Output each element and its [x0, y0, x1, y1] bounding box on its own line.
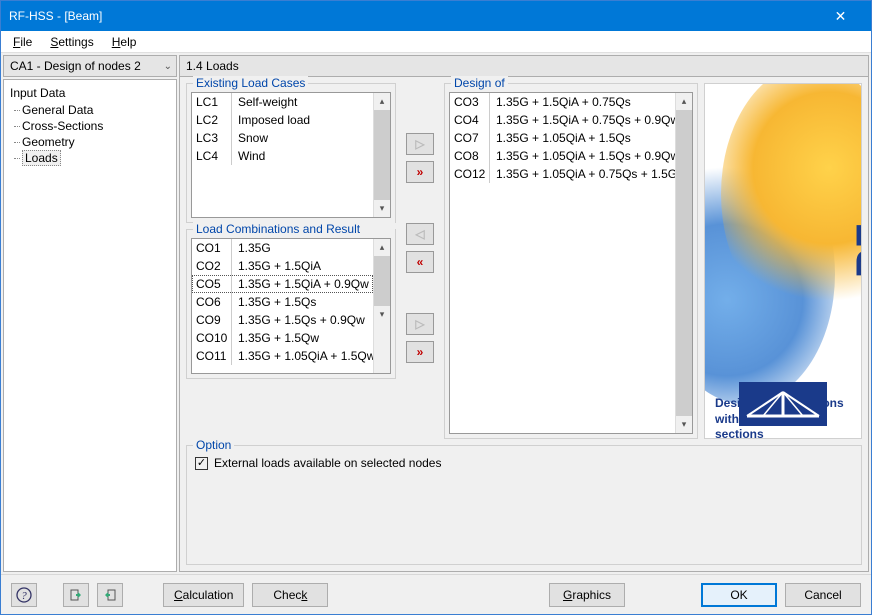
move-all-left-button[interactable]: « [406, 251, 434, 273]
move-right-button[interactable]: ▷ [406, 133, 434, 155]
scroll-up-icon[interactable]: ▴ [374, 239, 390, 256]
list-row[interactable]: CO111.35G + 1.05QiA + 1.5Qw [192, 347, 373, 365]
prev-page-icon[interactable] [63, 583, 89, 607]
body: CA1 - Design of nodes 2 ⌄ Input Data Gen… [1, 53, 871, 574]
nav-tree[interactable]: Input Data General DataCross-SectionsGeo… [3, 79, 177, 572]
list-row[interactable]: LC2Imposed load [192, 111, 373, 129]
group-load-combinations: Load Combinations and Result Combination… [186, 229, 396, 379]
titlebar: RF-HSS - [Beam] ✕ [1, 1, 871, 31]
cancel-button[interactable]: Cancel [785, 583, 861, 607]
menu-help[interactable]: Help [104, 33, 145, 51]
next-page-icon[interactable] [97, 583, 123, 607]
svg-text:?: ? [21, 590, 27, 602]
calculation-button[interactable]: Calculation [163, 583, 244, 607]
close-icon[interactable]: ✕ [818, 1, 863, 31]
legend-design: Design of [451, 76, 508, 90]
check-button[interactable]: Check [252, 583, 328, 607]
tree-item-general-data[interactable]: General Data [12, 102, 174, 118]
case-dropdown-value: CA1 - Design of nodes 2 [10, 59, 141, 73]
tree-item-loads[interactable]: Loads [12, 150, 174, 166]
legend-existing: Existing Load Cases [193, 76, 308, 90]
logo-text: RF-HSS [849, 134, 862, 278]
main-panel: 1.4 Loads Existing Load Cases LC1Self-we… [179, 55, 869, 572]
case-dropdown[interactable]: CA1 - Design of nodes 2 ⌄ [3, 55, 177, 77]
window-title: RF-HSS - [Beam] [9, 9, 818, 23]
tree-root[interactable]: Input Data [6, 84, 174, 102]
transfer-buttons: ▷ » ◁ « ▷ » [402, 83, 438, 439]
scrollbar[interactable]: ▴ ▾ [675, 93, 692, 433]
chevron-down-icon: ⌄ [164, 61, 172, 72]
group-design-of: Design of CO31.35G + 1.5QiA + 0.75QsCO41… [444, 83, 698, 439]
logo-panel: RF-HSS Design of connections with hollow… [704, 83, 862, 439]
scroll-up-icon[interactable]: ▴ [374, 93, 390, 110]
logo-icon [739, 382, 827, 426]
list-row[interactable]: CO31.35G + 1.5QiA + 0.75Qs [450, 93, 675, 111]
graphics-button[interactable]: Graphics [549, 583, 625, 607]
scroll-up-icon[interactable]: ▴ [676, 93, 692, 110]
list-row[interactable]: CO51.35G + 1.5QiA + 0.9Qw [192, 275, 373, 293]
list-row[interactable]: CO21.35G + 1.5QiA [192, 257, 373, 275]
menu-file[interactable]: File [5, 33, 40, 51]
menu-settings[interactable]: Settings [42, 33, 101, 51]
scrollbar[interactable]: ▴ ▾ [373, 239, 390, 373]
list-row[interactable]: CO91.35G + 1.5Qs + 0.9Qw [192, 311, 373, 329]
main-title: 1.4 Loads [180, 56, 868, 77]
help-icon[interactable]: ? [11, 583, 37, 607]
scroll-down-icon[interactable]: ▾ [676, 416, 692, 433]
list-row[interactable]: LC3Snow [192, 129, 373, 147]
legend-option: Option [193, 438, 234, 452]
ok-button[interactable]: OK [701, 583, 777, 607]
move-left-button[interactable]: ◁ [406, 223, 434, 245]
list-row[interactable]: CO61.35G + 1.5Qs [192, 293, 373, 311]
list-row[interactable]: CO71.35G + 1.05QiA + 1.5Qs [450, 129, 675, 147]
tree-item-geometry[interactable]: Geometry [12, 134, 174, 150]
sidebar: CA1 - Design of nodes 2 ⌄ Input Data Gen… [3, 55, 177, 572]
list-row[interactable]: CO101.35G + 1.5Qw [192, 329, 373, 347]
list-design[interactable]: CO31.35G + 1.5QiA + 0.75QsCO41.35G + 1.5… [449, 92, 693, 434]
list-combos[interactable]: CO11.35GCO21.35G + 1.5QiACO51.35G + 1.5Q… [191, 238, 391, 374]
list-row[interactable]: CO11.35G [192, 239, 373, 257]
bottom-bar: ? Calculation Check Graphics OK Cancel [1, 574, 871, 614]
move-all-right-button[interactable]: » [406, 161, 434, 183]
checkbox-label: External loads available on selected nod… [214, 456, 441, 470]
scrollbar[interactable]: ▴ ▾ [373, 93, 390, 217]
list-existing[interactable]: LC1Self-weightLC2Imposed loadLC3SnowLC4W… [191, 92, 391, 218]
scroll-down-icon[interactable]: ▾ [374, 306, 390, 323]
menubar: File Settings Help [1, 31, 871, 53]
move-all-right-button-2[interactable]: » [406, 341, 434, 363]
group-existing-load-cases: Existing Load Cases LC1Self-weightLC2Imp… [186, 83, 396, 223]
list-row[interactable]: LC4Wind [192, 147, 373, 165]
list-row[interactable]: CO41.35G + 1.5QiA + 0.75Qs + 0.9Qw [450, 111, 675, 129]
scroll-down-icon[interactable]: ▾ [374, 200, 390, 217]
list-row[interactable]: CO81.35G + 1.05QiA + 1.5Qs + 0.9Qw [450, 147, 675, 165]
checkbox-external-loads[interactable]: ✓ External loads available on selected n… [195, 456, 853, 470]
checkbox-icon: ✓ [195, 457, 208, 470]
list-row[interactable]: CO121.35G + 1.05QiA + 0.75Qs + 1.5G [450, 165, 675, 183]
tree-item-cross-sections[interactable]: Cross-Sections [12, 118, 174, 134]
move-right-button-2[interactable]: ▷ [406, 313, 434, 335]
window: RF-HSS - [Beam] ✕ File Settings Help CA1… [0, 0, 872, 615]
list-row[interactable]: LC1Self-weight [192, 93, 373, 111]
group-option: Option ✓ External loads available on sel… [186, 445, 862, 565]
